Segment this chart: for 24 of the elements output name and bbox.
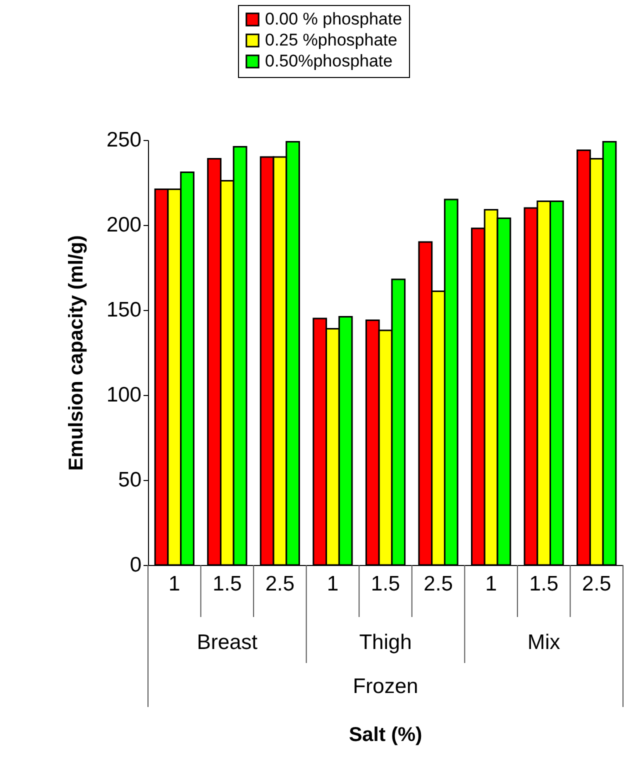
x-tick-label: 1.5 — [212, 572, 242, 596]
x-tick-label: 2.5 — [265, 572, 295, 596]
text: Breast — [196, 631, 258, 654]
x-tick-label: 2.5 — [424, 572, 453, 596]
y-tick-label: 250 — [106, 128, 142, 152]
y-tick-label: 0 — [130, 554, 142, 576]
y-tick-label: 200 — [106, 214, 142, 236]
x-tick-label: 1.5 — [370, 572, 400, 596]
text: Mix — [527, 631, 561, 654]
text: Salt (%) — [348, 724, 422, 746]
legend-label: 0.00 % phosphate — [265, 10, 402, 28]
y-tick-label: 50 — [118, 468, 142, 492]
text: Frozen — [352, 675, 418, 698]
y-tick-label: 100 — [106, 384, 142, 406]
x-tick-label: 1 — [326, 572, 339, 596]
x-tick-label: 2.5 — [582, 572, 612, 596]
x-tick-label: 1.5 — [529, 572, 558, 596]
legend-label: 0.25 %phosphate — [265, 30, 398, 50]
x-tick-label: 1 — [168, 572, 180, 596]
y-tick-label: 150 — [106, 298, 142, 322]
legend-label: 0.50%phosphate — [265, 52, 393, 70]
x-tick-label: 1 — [485, 572, 497, 596]
text: Thigh — [359, 631, 412, 654]
y-axis-title: Emulsion capacity (ml/g) — [65, 235, 88, 471]
